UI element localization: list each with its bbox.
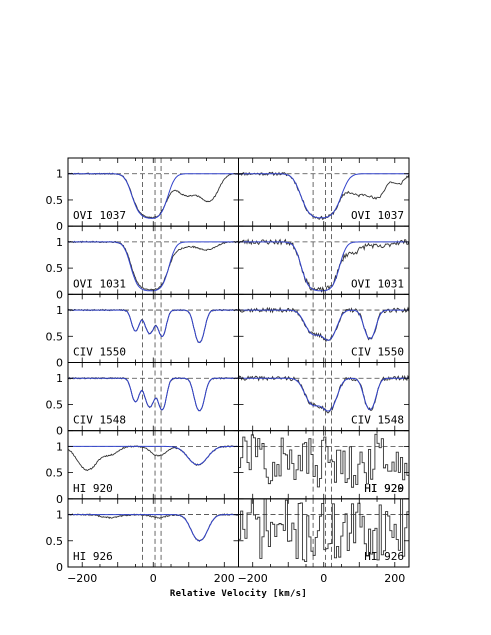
data-spectrum bbox=[238, 374, 409, 414]
y-tick-label: 0.5 bbox=[46, 330, 64, 343]
y-tick-label: 0 bbox=[56, 493, 63, 506]
y-tick-label: 0 bbox=[56, 288, 63, 301]
panel-label: OVI 1031 bbox=[351, 277, 404, 290]
panel-5-1: HI 926 bbox=[238, 498, 410, 568]
model-fit bbox=[68, 377, 239, 412]
y-tick-label: 0.5 bbox=[46, 262, 64, 275]
model-fit bbox=[238, 309, 409, 341]
panel-3-1: CIV 1548 bbox=[238, 362, 410, 432]
y-tick-label: 0 bbox=[56, 220, 63, 233]
data-spectrum bbox=[238, 433, 409, 488]
panel-label: CIV 1548 bbox=[351, 414, 404, 427]
y-tick-label: 0 bbox=[56, 357, 63, 370]
panel-label: CIV 1550 bbox=[351, 346, 404, 359]
panel-label-overlay: HI 929 bbox=[364, 482, 404, 495]
y-tick-label: 1 bbox=[56, 168, 63, 181]
panel-label: OVI 1037 bbox=[351, 209, 404, 222]
x-tick-label: 200 bbox=[384, 572, 405, 585]
x-tick-label: 0 bbox=[150, 572, 157, 585]
panel-5-0: 0 0.5 1 HI 926 bbox=[46, 498, 239, 574]
panel-2-0: 0 0.5 1 CIV 1550 bbox=[46, 293, 239, 370]
panel-label: OVI 1037 bbox=[73, 209, 126, 222]
x-tick-label: −200 bbox=[67, 572, 97, 585]
y-tick-label: 0 bbox=[56, 561, 63, 574]
x-tick-label: 200 bbox=[214, 572, 235, 585]
y-tick-label: 0 bbox=[56, 425, 63, 438]
y-tick-label: 0.5 bbox=[46, 467, 64, 480]
panel-label: CIV 1548 bbox=[73, 414, 126, 427]
model-fit bbox=[68, 445, 239, 466]
data-spectrum bbox=[68, 376, 239, 412]
x-axis-label: Relative Velocity [km/s] bbox=[170, 588, 307, 599]
model-fit bbox=[238, 377, 409, 412]
panel-label: HI 920 bbox=[73, 482, 113, 495]
panel-label: HI 920 bbox=[364, 482, 404, 495]
data-spectrum bbox=[238, 171, 409, 221]
y-tick-label: 1 bbox=[56, 236, 63, 249]
panel-1-1: OVI 1031 bbox=[238, 225, 410, 295]
model-fit bbox=[68, 309, 239, 344]
data-spectrum bbox=[238, 498, 409, 563]
y-tick-label: 1 bbox=[56, 372, 63, 385]
model-fit bbox=[238, 173, 409, 219]
y-tick-label: 1 bbox=[56, 440, 63, 453]
panel-label: HI 926 bbox=[364, 550, 404, 563]
model-fit bbox=[68, 514, 239, 542]
x-tick-label: 0 bbox=[320, 572, 327, 585]
y-tick-label: 0.5 bbox=[46, 194, 64, 207]
y-tick-label: 0.5 bbox=[46, 535, 64, 548]
panel-4-0: 0 0.5 1 HI 920 bbox=[46, 430, 239, 506]
data-spectrum bbox=[68, 308, 239, 343]
panel-label: HI 926 bbox=[73, 550, 113, 563]
x-tick-label: −200 bbox=[238, 572, 268, 585]
panel-0-1: OVI 1037 bbox=[238, 157, 410, 227]
y-tick-label: 1 bbox=[56, 509, 63, 522]
panel-3-0: 0 0.5 1 CIV 1548 bbox=[46, 362, 239, 438]
data-spectrum bbox=[68, 445, 239, 472]
panel-2-1: CIV 1550 bbox=[238, 293, 410, 364]
data-spectrum bbox=[238, 306, 409, 343]
y-tick-label: 1 bbox=[56, 304, 63, 317]
panel-1-0: 0 0.5 1 OVI 1031 bbox=[46, 225, 239, 301]
model-fit bbox=[68, 173, 239, 219]
panel-label: OVI 1031 bbox=[73, 277, 126, 290]
y-tick-label: 0.5 bbox=[46, 398, 64, 411]
panel-grid: 0 0.5 1 OVI 1037 OVI 1037 0 0.5 1 OVI 1031 OVI 10… bbox=[46, 157, 410, 585]
panel-label: CIV 1550 bbox=[73, 346, 126, 359]
panel-0-0: 0 0.5 1 OVI 1037 bbox=[46, 157, 239, 233]
data-spectrum bbox=[68, 513, 239, 542]
